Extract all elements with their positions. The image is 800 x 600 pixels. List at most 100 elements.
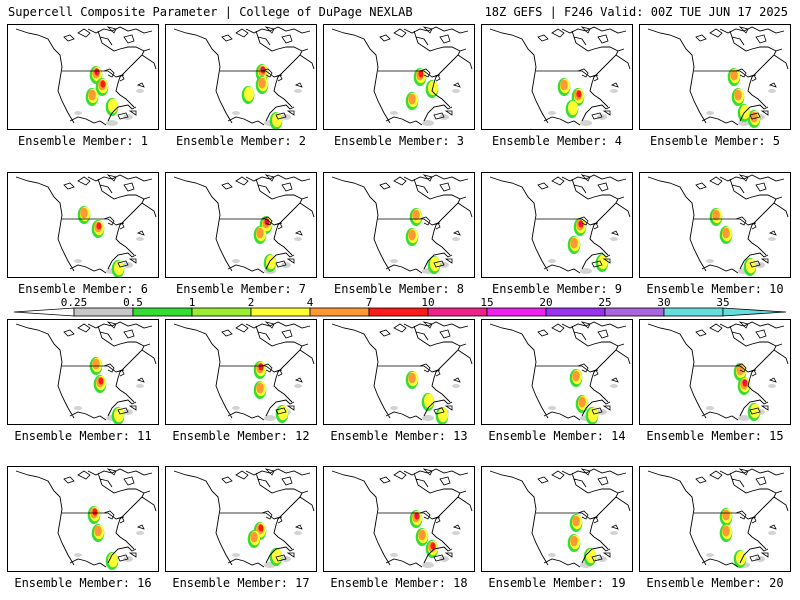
islands (537, 468, 619, 562)
us-canada-border (378, 70, 441, 78)
north-america-map (331, 174, 473, 274)
scp-field (247, 522, 283, 566)
panel-label: Ensemble Member: 7 (175, 282, 307, 296)
scp-field (733, 363, 761, 421)
north-america-map (173, 321, 315, 423)
us-canada-border (220, 218, 283, 226)
coastline (331, 26, 473, 126)
colorbar-tick-label: 20 (539, 296, 552, 309)
islands (537, 174, 619, 268)
great-lakes (419, 510, 441, 524)
colorbar-tick-label: 0.5 (123, 296, 143, 309)
scp-field (77, 206, 125, 277)
panel-label: Ensemble Member: 11 (14, 429, 152, 443)
north-america-map (15, 26, 157, 126)
map-panel-11 (7, 319, 159, 425)
map-panel-20 (639, 466, 791, 572)
north-america-map (647, 26, 789, 128)
colorbar-segment (368, 307, 429, 317)
great-lakes (735, 216, 757, 230)
north-america-map (15, 468, 157, 570)
colorbar-segment (132, 307, 193, 317)
great-lakes (735, 363, 757, 377)
us-canada-border (536, 70, 599, 78)
great-lakes (577, 363, 599, 377)
great-lakes (419, 216, 441, 230)
map-panel-5 (639, 24, 791, 130)
coastline (489, 26, 631, 126)
scp-field (405, 371, 449, 424)
map-panel-17 (165, 466, 317, 572)
scp-field (567, 218, 609, 272)
panel-label: Ensemble Member: 14 (488, 429, 626, 443)
islands (379, 26, 461, 120)
colorbar-segment (427, 307, 488, 317)
coastline (647, 468, 789, 568)
north-america-map (489, 321, 631, 424)
colorbar-max-arrow (722, 307, 787, 317)
coastline (331, 174, 473, 274)
great-lakes (103, 363, 125, 377)
us-canada-border (220, 512, 283, 520)
islands (221, 468, 303, 562)
north-america-map (173, 174, 315, 274)
great-lakes (735, 510, 757, 524)
panel-label: Ensemble Member: 12 (172, 429, 310, 443)
great-lakes (735, 68, 757, 82)
scp-field (241, 64, 283, 129)
coastline (173, 174, 315, 274)
north-america-map (331, 321, 473, 424)
islands (695, 174, 777, 268)
scp-field (569, 369, 599, 424)
panel-label: Ensemble Member: 3 (333, 134, 465, 148)
scp-field (719, 508, 747, 568)
panel-label: Ensemble Member: 15 (646, 429, 784, 443)
islands (379, 468, 461, 562)
great-lakes (103, 216, 125, 230)
color-scale-bar: 0.25 0.5 1 2 4 7 10 15 20 25 30 35 (13, 296, 787, 317)
colorbar-tick-label: 30 (657, 296, 670, 309)
panel-label: Ensemble Member: 20 (646, 576, 784, 590)
colorbar-segment (486, 307, 547, 317)
colorbar-segment (73, 307, 134, 317)
map-panel-2 (165, 24, 317, 130)
north-america-map (15, 174, 157, 277)
north-america-map (489, 174, 631, 274)
great-lakes (103, 68, 125, 82)
coastline (489, 468, 631, 568)
map-panel-8 (323, 172, 475, 278)
north-america-map (331, 26, 473, 126)
islands (221, 26, 303, 120)
low-value-shading (232, 531, 302, 568)
us-canada-border (536, 218, 599, 226)
islands (695, 321, 777, 415)
north-america-map (647, 468, 789, 568)
colorbar-tick-label: 4 (307, 296, 314, 309)
panel-label: Ensemble Member: 6 (17, 282, 149, 296)
coastline (15, 468, 157, 568)
great-lakes (577, 216, 599, 230)
north-america-map (647, 321, 789, 421)
us-canada-border (694, 70, 757, 78)
islands (63, 468, 145, 562)
panel-label: Ensemble Member: 2 (175, 134, 307, 148)
us-canada-border (536, 365, 599, 373)
panel-label: Ensemble Member: 4 (491, 134, 623, 148)
great-lakes (261, 68, 283, 82)
map-panel-16 (7, 466, 159, 572)
north-america-map (489, 26, 631, 126)
us-canada-border (378, 218, 441, 226)
panel-label: Ensemble Member: 10 (646, 282, 784, 296)
panel-label: Ensemble Member: 1 (17, 134, 149, 148)
great-lakes (577, 68, 599, 82)
colorbar-segment (250, 307, 311, 317)
colorbar-tick-label: 0.25 (61, 296, 88, 309)
scp-field (409, 510, 439, 558)
scp-field (567, 514, 597, 566)
us-canada-border (220, 365, 283, 373)
panel-label: Ensemble Member: 9 (491, 282, 623, 296)
north-america-map (15, 321, 157, 424)
colorbar-tick-label: 7 (366, 296, 373, 309)
coastline (173, 468, 315, 568)
us-canada-border (378, 512, 441, 520)
